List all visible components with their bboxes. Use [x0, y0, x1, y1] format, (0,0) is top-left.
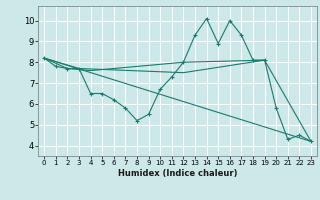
X-axis label: Humidex (Indice chaleur): Humidex (Indice chaleur)	[118, 169, 237, 178]
